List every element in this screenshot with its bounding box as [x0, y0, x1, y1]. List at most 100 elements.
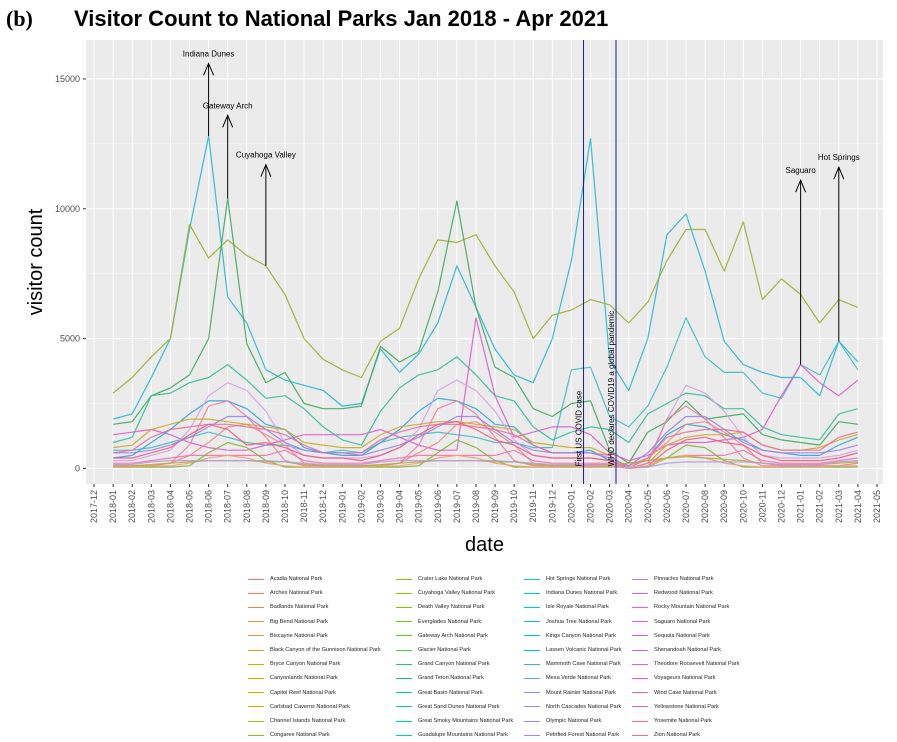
legend-swatch	[396, 621, 412, 623]
legend-item: Grand Teton National Park	[396, 671, 484, 685]
legend-label: Indiana Dunes National Park	[546, 590, 618, 597]
legend-swatch	[524, 635, 540, 637]
legend-swatch	[248, 649, 264, 651]
x-tick-label: 2020-04	[624, 490, 634, 523]
legend-item: Biscayne National Park	[248, 629, 328, 643]
legend-item: Hot Springs National Park	[524, 572, 610, 586]
legend-item: Voyageurs National Park	[632, 671, 716, 685]
legend-item: Shenandoah National Park	[632, 643, 721, 657]
legend-item: Glacier National Park	[396, 643, 471, 657]
legend-swatch	[632, 578, 648, 580]
legend-swatch	[524, 592, 540, 594]
legend-swatch	[524, 706, 540, 708]
x-tick-label: 2019-02	[356, 490, 366, 523]
legend-swatch	[248, 621, 264, 623]
legend-label: Mammoth Cave National Park	[546, 661, 621, 668]
x-tick-label: 2021-03	[834, 490, 844, 523]
annotation-label: Cuyahoga Valley	[236, 151, 296, 160]
x-tick-label: 2020-11	[757, 490, 767, 522]
x-tick-label: 2019-04	[395, 490, 405, 523]
x-tick-label: 2017-12	[89, 490, 99, 523]
legend-swatch	[524, 720, 540, 722]
legend-item: Great Smoky Mountains National Park	[396, 714, 513, 728]
legend-label: Joshua Tree National Park	[546, 618, 612, 625]
legend-swatch	[524, 692, 540, 694]
legend-item: Grand Canyon National Park	[396, 657, 490, 671]
legend-item: Sequoia National Park	[632, 629, 710, 643]
legend-swatch	[248, 734, 264, 736]
legend-item: Acadia National Park	[248, 572, 322, 586]
legend-swatch	[396, 720, 412, 722]
legend-label: Capitol Reef National Park	[270, 689, 336, 696]
x-tick-label: 2018-12	[318, 490, 328, 523]
x-tick-label: 2020-03	[605, 490, 615, 523]
legend-label: Acadia National Park	[270, 576, 323, 582]
legend-label: Rocky Mountain National Park	[654, 604, 730, 611]
x-tick-label: 2018-11	[299, 490, 309, 522]
legend-item: Yosemite National Park	[632, 714, 712, 728]
legend-swatch	[396, 677, 412, 679]
x-tick-label: 2020-06	[662, 490, 672, 523]
legend-item: Zion National Park	[632, 728, 700, 742]
legend-item: Big Bend National Park	[248, 615, 328, 629]
series-line	[113, 423, 859, 469]
legend-label: Black Canyon of the Gunnison National Pa…	[270, 647, 381, 653]
legend-item: Pinnacles National Park	[632, 572, 713, 586]
annotation-arrowhead	[222, 113, 234, 128]
annotation-label: Saguaro	[785, 166, 816, 175]
legend-label: Badlands National Park	[270, 604, 329, 611]
legend-label: Death Valley National Park	[418, 604, 485, 611]
legend-label: Congaree National Park	[270, 732, 330, 739]
legend-label: Canyonlands National Park	[270, 675, 338, 682]
x-tick-label: 2020-02	[586, 490, 596, 523]
legend-label: Arches National Park	[270, 590, 323, 597]
x-tick-label: 2018-01	[108, 490, 118, 523]
legend-item: Capitol Reef National Park	[248, 686, 336, 700]
legend-swatch	[396, 663, 412, 665]
legend-label: Great Smoky Mountains National Park	[418, 718, 514, 724]
legend-item: Mount Rainier National Park	[524, 686, 616, 700]
series-line	[113, 197, 858, 464]
event-line-label: First US COVID case	[575, 390, 584, 466]
x-tick-label: 2018-05	[184, 490, 194, 523]
legend-swatch	[632, 734, 648, 736]
x-tick-label: 2020-05	[643, 490, 653, 523]
x-tick-label: 2020-09	[719, 490, 729, 523]
legend-label: Great Basin National Park	[418, 689, 483, 696]
legend-item: Redwood National Park	[632, 586, 713, 600]
legend-label: Sequoia National Park	[654, 632, 710, 639]
legend-item: Cuyahoga Valley National Park	[396, 586, 495, 600]
legend-swatch	[396, 649, 412, 651]
y-tick-label: 15000	[55, 74, 80, 84]
legend-item: Congaree National Park	[248, 728, 330, 742]
legend-label: Guadalupe Mountains National Park	[418, 732, 508, 739]
x-tick-label: 2021-04	[853, 490, 863, 523]
legend-item: Death Valley National Park	[396, 600, 484, 614]
legend-item: Lassen Volcanic National Park	[524, 643, 622, 657]
legend-item: Carlsbad Caverns National Park	[248, 700, 350, 714]
legend-item: Saguaro National Park	[632, 615, 710, 629]
legend-item: Petrified Forest National Park	[524, 728, 619, 742]
x-tick-label: 2018-08	[242, 490, 252, 523]
x-tick-label: 2020-01	[566, 490, 576, 523]
series-line	[113, 460, 858, 469]
legend-swatch	[524, 621, 540, 623]
x-tick-label: 2019-12	[547, 490, 557, 523]
legend-label: Hot Springs National Park	[546, 576, 611, 582]
legend-item: Badlands National Park	[248, 600, 328, 614]
legend-swatch	[632, 692, 648, 694]
legend-label: Yosemite National Park	[654, 718, 712, 724]
legend-swatch	[248, 635, 264, 637]
legend-swatch	[396, 706, 412, 708]
x-tick-label: 2018-10	[280, 490, 290, 523]
legend-swatch	[248, 606, 264, 608]
legend-label: Grand Canyon National Park	[418, 661, 490, 668]
legend-label: Redwood National Park	[654, 590, 713, 597]
legend-item: Indiana Dunes National Park	[524, 586, 617, 600]
legend-swatch	[524, 578, 540, 580]
legend-label: North Cascades National Park	[546, 703, 622, 710]
x-tick-label: 2019-06	[433, 490, 443, 523]
legend-item: Rocky Mountain National Park	[632, 600, 729, 614]
legend-item: Mammoth Cave National Park	[524, 657, 621, 671]
